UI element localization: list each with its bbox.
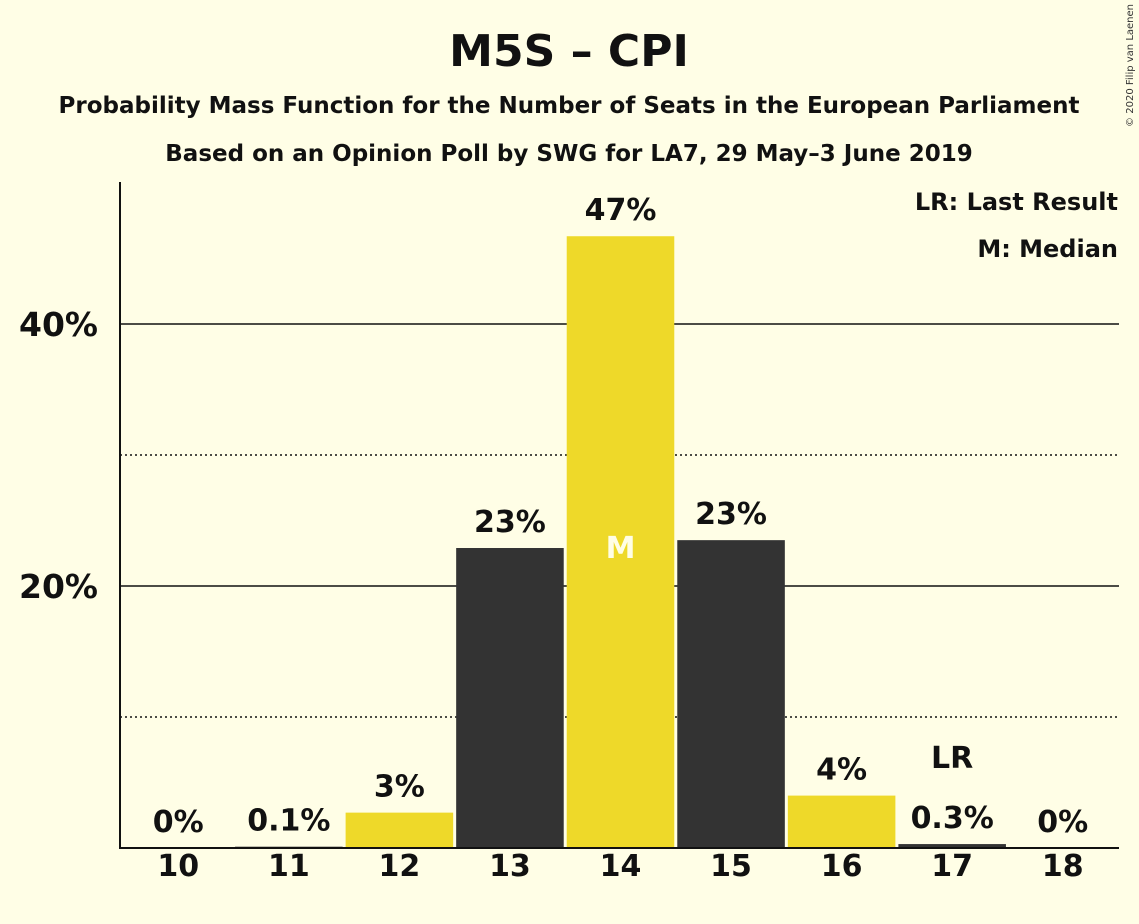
data-label: 23% <box>695 497 767 532</box>
data-label: 0.3% <box>911 801 994 836</box>
data-label: 0.1% <box>247 804 330 839</box>
data-label: 4% <box>816 753 867 788</box>
data-label: 0% <box>153 805 204 840</box>
bar-seats-14 <box>566 236 675 849</box>
chart-subtitle: Probability Mass Function for the Number… <box>59 93 1080 119</box>
x-tick-label: 10 <box>157 849 199 884</box>
legend-median: M: Median <box>977 235 1118 263</box>
bar-seats-15 <box>677 540 785 848</box>
x-tick-label: 11 <box>268 849 310 884</box>
bar-seats-13 <box>456 548 564 848</box>
data-label: 23% <box>474 505 546 540</box>
y-tick-label: 40% <box>19 305 98 344</box>
chart-title: M5S – CPI <box>449 26 689 77</box>
x-tick-label: 17 <box>931 849 973 884</box>
labels-layer: 20% 40% 10 0% 11 0.1% 12 3% 13 23% 14 47% M 15 23% 16 4%… <box>19 193 1088 884</box>
x-tick-label: 12 <box>379 849 421 884</box>
bar-seats-17 <box>898 844 1006 848</box>
median-marker: M <box>606 531 636 566</box>
data-label: 3% <box>374 770 425 805</box>
y-tick-label: 20% <box>19 567 98 606</box>
x-tick-label: 18 <box>1042 849 1084 884</box>
bar-seats-12 <box>345 812 454 848</box>
last-result-marker: LR <box>931 741 973 776</box>
bar-seats-16 <box>787 795 896 848</box>
data-label: 47% <box>585 193 657 228</box>
bars-layer <box>235 236 1006 849</box>
chart-subtitle-poll: Based on an Opinion Poll by SWG for LA7,… <box>165 141 972 167</box>
legend-last-result: LR: Last Result <box>915 188 1118 216</box>
data-label: 0% <box>1037 805 1088 840</box>
copyright-note: © 2020 Filip van Laenen <box>1125 4 1136 127</box>
x-tick-label: 13 <box>489 849 531 884</box>
x-tick-label: 15 <box>710 849 752 884</box>
x-tick-label: 16 <box>821 849 863 884</box>
x-tick-label: 14 <box>600 849 642 884</box>
